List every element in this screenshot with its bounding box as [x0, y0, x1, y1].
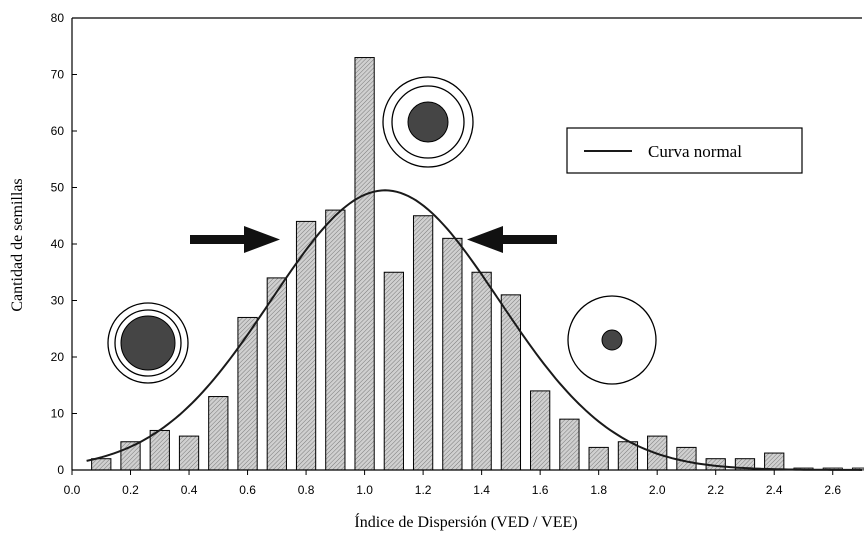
- y-tick-label: 30: [51, 294, 65, 308]
- histogram-bar: [471, 271, 492, 471]
- y-tick-label: 0: [57, 463, 64, 477]
- large-seed-circle-icon: [107, 302, 189, 384]
- histogram-bar: [149, 429, 170, 471]
- y-tick-label: 40: [51, 237, 65, 251]
- medium-seed-circle-icon: [382, 76, 474, 168]
- legend: Curva normal: [566, 127, 803, 174]
- x-tick-label: 2.2: [707, 483, 724, 497]
- x-tick-label: 1.0: [356, 483, 373, 497]
- arrow-right-icon: [190, 226, 280, 253]
- y-tick-label: 50: [51, 181, 65, 195]
- histogram-bar: [588, 446, 609, 471]
- histogram-bar: [559, 418, 580, 471]
- x-tick-label: 1.8: [590, 483, 607, 497]
- y-tick-label: 10: [51, 407, 65, 421]
- histogram-bar: [530, 390, 551, 471]
- histogram-bar: [325, 209, 346, 471]
- x-tick-label: 0.6: [239, 483, 256, 497]
- histogram-bar: [354, 57, 375, 471]
- histogram-bar: [237, 316, 258, 471]
- histogram-bar: [178, 435, 200, 471]
- histogram-bar: [676, 446, 697, 471]
- histogram-bar: [91, 458, 112, 471]
- axes: [71, 17, 862, 475]
- x-tick-label: 0.8: [298, 483, 315, 497]
- y-axis-title: Cantidad de semillas: [9, 178, 26, 311]
- arrow-left-icon: [467, 226, 557, 253]
- x-axis-title: Índice de Dispersión (VED / VEE): [354, 512, 577, 531]
- x-tick-labels: 0.0 0.2 0.4 0.6 0.8 1.0 1.2 1.4 1.6 1.8 2.0 2.2 2.4 2…: [64, 483, 842, 497]
- histogram-bar: [266, 277, 287, 471]
- x-tick-label: 0.4: [181, 483, 198, 497]
- small-seed-circle-icon: [567, 295, 657, 385]
- x-tick-label: 1.2: [415, 483, 432, 497]
- histogram-bars: [91, 57, 864, 471]
- x-tick-label: 0.2: [122, 483, 139, 497]
- y-tick-label: 70: [51, 68, 65, 82]
- y-tick-label: 80: [51, 11, 65, 25]
- x-tick-label: 2.6: [824, 483, 841, 497]
- normal-curve-line: [86, 189, 863, 471]
- legend-label: Curva normal: [648, 142, 742, 161]
- y-tick-labels: 0 10 20 30 40 50 60 70 80: [51, 11, 65, 477]
- histogram-bar: [617, 441, 639, 471]
- x-tick-label: 2.4: [766, 483, 783, 497]
- x-tick-label: 2.0: [649, 483, 666, 497]
- histogram-bar: [442, 237, 463, 471]
- histogram-bar: [500, 294, 522, 471]
- x-tick-label: 1.6: [532, 483, 549, 497]
- histogram-bar: [383, 271, 404, 471]
- x-tick-label: 1.4: [473, 483, 490, 497]
- histogram-bar: [764, 452, 785, 471]
- histogram-bar: [208, 396, 229, 471]
- x-tick-label: 0.0: [64, 483, 81, 497]
- y-tick-label: 20: [51, 350, 65, 364]
- y-tick-label: 60: [51, 124, 65, 138]
- histogram-bar: [412, 215, 434, 471]
